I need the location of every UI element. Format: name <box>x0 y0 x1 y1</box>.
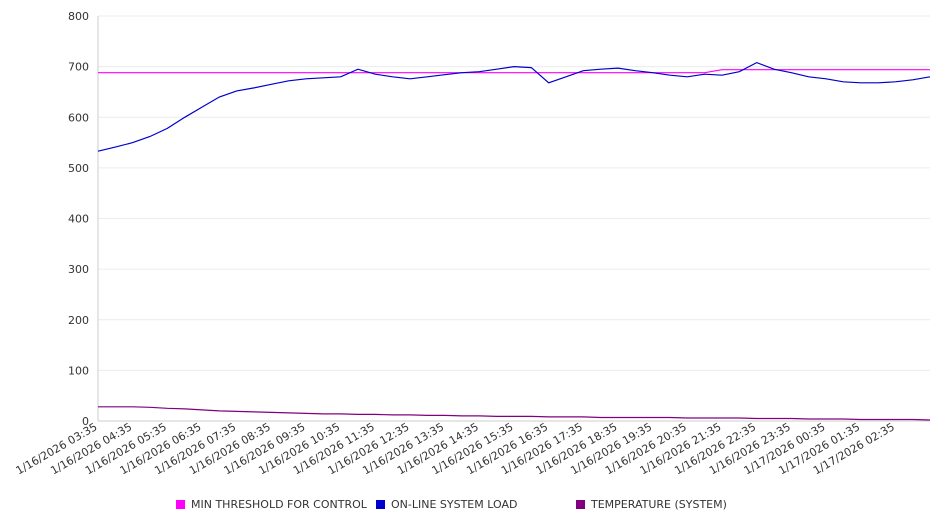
legend-label: ON-LINE SYSTEM LOAD <box>391 498 518 511</box>
y-tick-label: 200 <box>68 314 89 327</box>
legend-label: TEMPERATURE (SYSTEM) <box>591 498 727 511</box>
legend-swatch <box>176 500 185 509</box>
legend-swatch <box>576 500 585 509</box>
series-line-2 <box>98 406 931 421</box>
chart-legend: MIN THRESHOLD FOR CONTROL ON-LINE SYSTEM … <box>0 498 946 514</box>
series-line-0 <box>98 69 930 74</box>
y-tick-label: 300 <box>68 263 89 276</box>
y-tick-label: 100 <box>68 364 89 377</box>
y-tick-label: 800 <box>68 10 89 23</box>
y-tick-label: 500 <box>68 162 89 175</box>
legend-swatch <box>376 500 385 509</box>
x-tick-labels: 1/16/2026 03:351/16/2026 04:351/16/2026 … <box>14 420 897 477</box>
legend-item: MIN THRESHOLD FOR CONTROL <box>176 498 367 514</box>
y-tick-label: 400 <box>68 213 89 226</box>
y-tick-label: 0 <box>82 415 89 428</box>
series-line-1 <box>97 61 931 152</box>
legend-item: ON-LINE SYSTEM LOAD <box>376 498 517 514</box>
legend-label: MIN THRESHOLD FOR CONTROL <box>191 498 367 511</box>
y-tick-label: 700 <box>68 61 89 74</box>
series-lines <box>97 61 931 421</box>
gridlines <box>98 15 930 371</box>
y-tick-labels: 0 100 200 300 400 500 600 700 800 <box>68 10 89 428</box>
legend-item: TEMPERATURE (SYSTEM) <box>576 498 727 514</box>
y-tick-label: 600 <box>68 111 89 124</box>
